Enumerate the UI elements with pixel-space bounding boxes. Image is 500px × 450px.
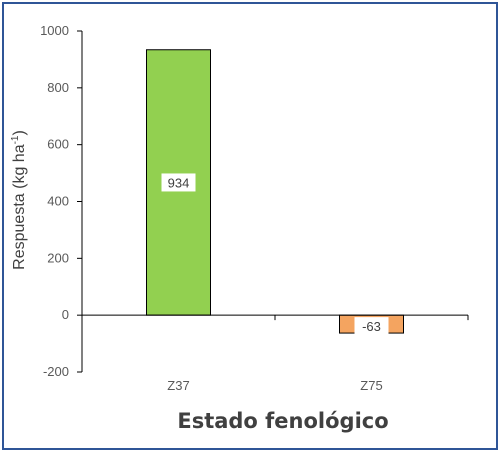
bars: 934 -63 xyxy=(146,49,404,336)
y-tick-label: 1000 xyxy=(40,23,69,38)
data-label-bg xyxy=(161,173,196,192)
y-tick-label: 800 xyxy=(47,80,69,95)
data-label: -63 xyxy=(362,319,381,334)
x-category-label: Z37 xyxy=(167,378,189,393)
x-category-label: Z75 xyxy=(360,378,382,393)
y-tick-label: -200 xyxy=(43,364,69,379)
x-axis-title: Estado fenológico xyxy=(177,409,388,433)
y-tick-label: 600 xyxy=(47,137,69,152)
y-tick-label: 0 xyxy=(62,307,69,322)
y-axis-title: Respuesta (kg ha-1) xyxy=(10,130,28,270)
y-tick-label: 200 xyxy=(47,250,69,265)
y-axis: -200 0 200 400 600 800 1000 xyxy=(40,23,83,379)
data-label-bg xyxy=(354,317,389,336)
y-tick-label: 400 xyxy=(47,194,69,209)
data-label: 934 xyxy=(168,175,190,190)
x-axis: Z37 Z75 xyxy=(81,314,469,393)
